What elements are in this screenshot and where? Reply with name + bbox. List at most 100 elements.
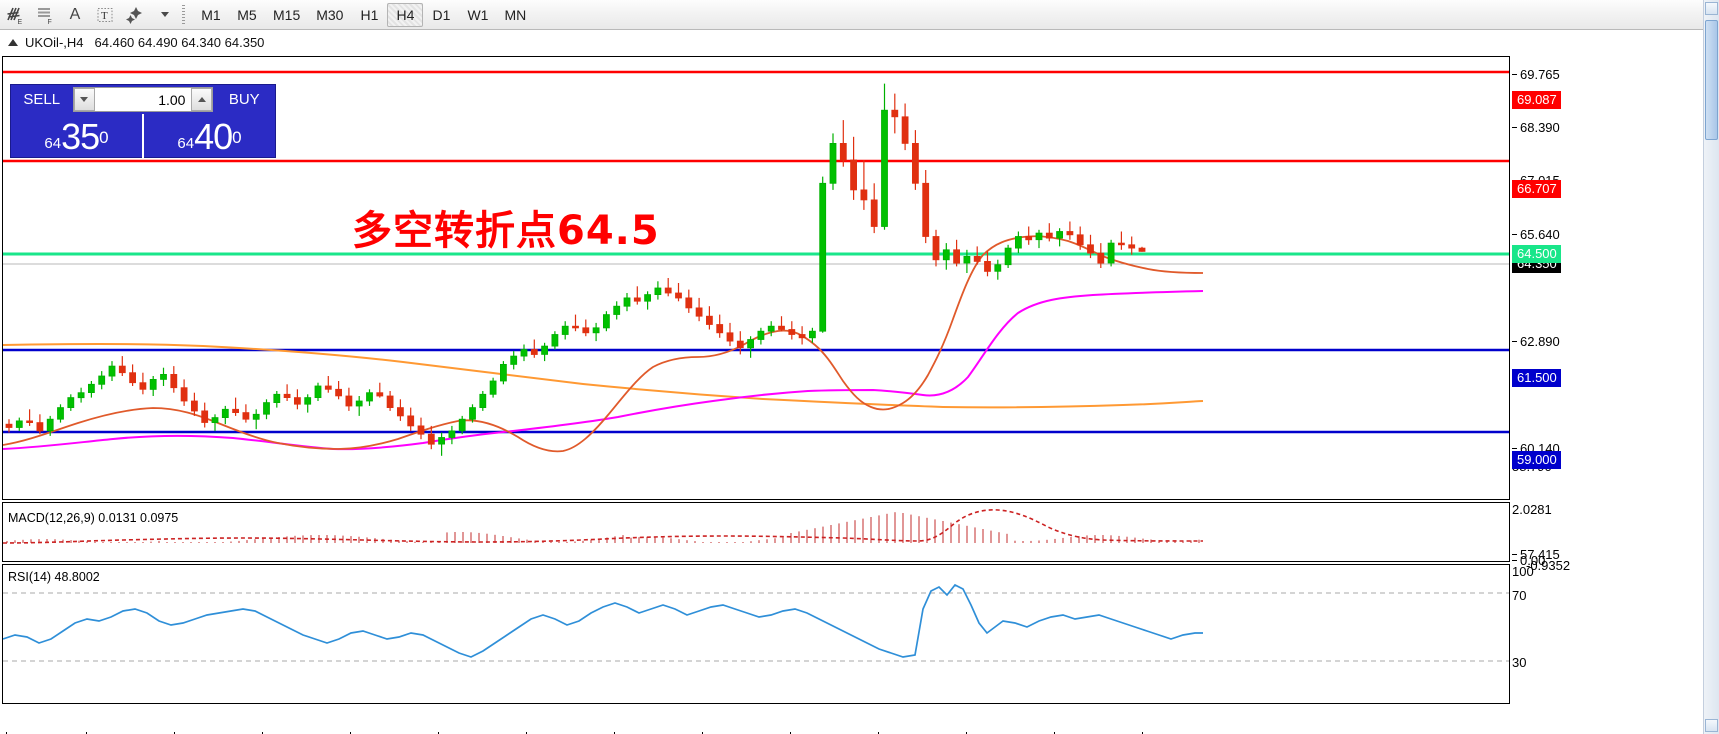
collapse-icon[interactable] xyxy=(8,38,18,46)
macd-tick: 0.00 xyxy=(1512,554,1545,567)
time-tick xyxy=(1054,732,1055,734)
symbol-label: UKOil-,H4 xyxy=(25,34,84,50)
timeframe-m1[interactable]: M1 xyxy=(201,6,221,23)
one-click-trading-panel[interactable]: SELL 1.00 BUY 64 35 0 64 40 0 xyxy=(10,84,276,158)
volume-stepper[interactable]: 1.00 xyxy=(72,87,214,112)
macd-pane[interactable] xyxy=(2,502,1510,562)
text-icon[interactable]: A xyxy=(69,5,81,23)
sell-button[interactable]: SELL xyxy=(23,91,61,108)
templates-icon[interactable]: F xyxy=(30,1,60,29)
macd-svg xyxy=(3,509,1204,544)
chevron-down-icon[interactable] xyxy=(150,1,180,29)
chevron-down-icon xyxy=(80,97,89,102)
macd-tick-label: -0.9352 xyxy=(1526,558,1571,573)
sell-price-prefix: 64 xyxy=(44,135,62,152)
scroll-up-arrow[interactable] xyxy=(1705,2,1718,15)
rsi-tick: 100 xyxy=(1512,565,1534,578)
volume-decrease-button[interactable] xyxy=(73,88,95,111)
price-tick: 68.390 xyxy=(1512,121,1560,134)
price-tick: 57.415 xyxy=(1512,548,1560,561)
ohlc-values: 64.460 64.490 64.340 64.350 xyxy=(94,34,265,50)
chevron-up-icon xyxy=(197,97,206,102)
objects-icon[interactable] xyxy=(120,1,150,29)
macd-title: MACD(12,26,9) 0.0131 0.0975 xyxy=(8,511,179,525)
macd-tick-label: 2.0281 xyxy=(1512,502,1552,517)
macd-tick-label: 0.00 xyxy=(1520,553,1546,568)
window-scrollbar[interactable] xyxy=(1703,0,1719,734)
macd-histogram xyxy=(6,512,1200,543)
sell-price-sup: 0 xyxy=(99,128,109,147)
chart-annotation-text: 多空转折点64.5 xyxy=(352,208,660,254)
price-scale[interactable]: 69.765 68.390 67.015 65.640 62.890 60.14… xyxy=(1512,56,1702,732)
candle-series xyxy=(5,83,1146,456)
sell-price[interactable]: 64 35 0 xyxy=(11,114,142,158)
time-tick xyxy=(438,732,439,734)
price-tick: 69.765 xyxy=(1512,68,1560,81)
time-tick xyxy=(262,732,263,734)
macd-tick: 2.0281 xyxy=(1512,503,1552,516)
ma-long-line xyxy=(3,343,1204,409)
time-tick xyxy=(526,732,527,734)
macd-signal-line xyxy=(3,509,1204,544)
time-tick xyxy=(614,732,615,734)
timeframe-m5[interactable]: M5 xyxy=(237,6,257,23)
buy-price-sup: 0 xyxy=(232,128,242,147)
svg-text:F: F xyxy=(48,19,52,25)
buy-price-prefix: 64 xyxy=(177,135,195,152)
rsi-tick-label: 70 xyxy=(1512,588,1527,603)
svg-text:T: T xyxy=(101,10,108,22)
level-label-66707: 66.707 xyxy=(1512,180,1561,198)
price-tick-label: 57.415 xyxy=(1520,547,1560,562)
price-tick: 65.640 xyxy=(1512,228,1560,241)
volume-increase-button[interactable] xyxy=(191,88,213,111)
scrollbar-thumb[interactable] xyxy=(1705,20,1718,140)
rsi-title: RSI(14) 48.8002 xyxy=(8,570,100,584)
buy-price[interactable]: 64 40 0 xyxy=(144,114,275,158)
timeframe-w1[interactable]: W1 xyxy=(467,6,489,23)
timeframe-m15[interactable]: M15 xyxy=(273,6,301,23)
level-label-64500: 64.500 xyxy=(1512,245,1561,263)
time-tick xyxy=(878,732,879,734)
time-tick xyxy=(174,732,175,734)
timeframe-m30[interactable]: M30 xyxy=(316,6,344,23)
time-tick xyxy=(966,732,967,734)
time-tick xyxy=(350,732,351,734)
timeframe-mn[interactable]: MN xyxy=(504,6,527,23)
price-tick-label: 69.765 xyxy=(1520,67,1560,82)
chart-area: UKOil-,H4 64.460 64.490 64.340 64.350 xyxy=(0,30,1703,734)
rsi-plot xyxy=(3,565,1509,703)
price-tick-label: 68.390 xyxy=(1520,120,1560,135)
buy-price-big: 40 xyxy=(194,116,233,157)
chart-toolbar: E F A T xyxy=(0,0,1719,30)
text-label-icon[interactable]: T xyxy=(90,1,120,29)
price-svg xyxy=(3,70,1509,456)
buy-button[interactable]: BUY xyxy=(228,91,260,108)
price-tick-label: 62.890 xyxy=(1520,334,1560,349)
rsi-line xyxy=(3,583,1203,658)
price-divider xyxy=(142,114,144,158)
rsi-pane[interactable] xyxy=(2,564,1510,704)
rsi-tick-label: 30 xyxy=(1512,655,1527,670)
macd-plot xyxy=(3,503,1509,561)
indicators-icon[interactable]: E xyxy=(0,1,30,29)
rsi-tick: 30 xyxy=(1512,656,1526,669)
macd-tick: -0.9352 xyxy=(1526,559,1570,572)
sell-price-big: 35 xyxy=(61,116,100,157)
rsi-tick: 70 xyxy=(1512,589,1526,602)
scroll-down-arrow[interactable] xyxy=(1705,719,1718,732)
rsi-svg xyxy=(3,583,1509,662)
volume-input[interactable]: 1.00 xyxy=(94,88,192,111)
price-plot xyxy=(3,57,1509,499)
price-tick: 62.890 xyxy=(1512,335,1560,348)
timeframe-h4[interactable]: H4 xyxy=(387,2,424,27)
time-tick xyxy=(6,732,7,734)
toolbar-drag-handle[interactable] xyxy=(180,3,187,27)
price-tick-label: 65.640 xyxy=(1520,227,1560,242)
level-label-61500: 61.500 xyxy=(1512,369,1561,387)
timeframe-d1[interactable]: D1 xyxy=(432,6,451,23)
svg-text:E: E xyxy=(18,19,23,25)
timeframe-h1[interactable]: H1 xyxy=(360,6,379,23)
level-label-69087: 69.087 xyxy=(1512,91,1561,109)
